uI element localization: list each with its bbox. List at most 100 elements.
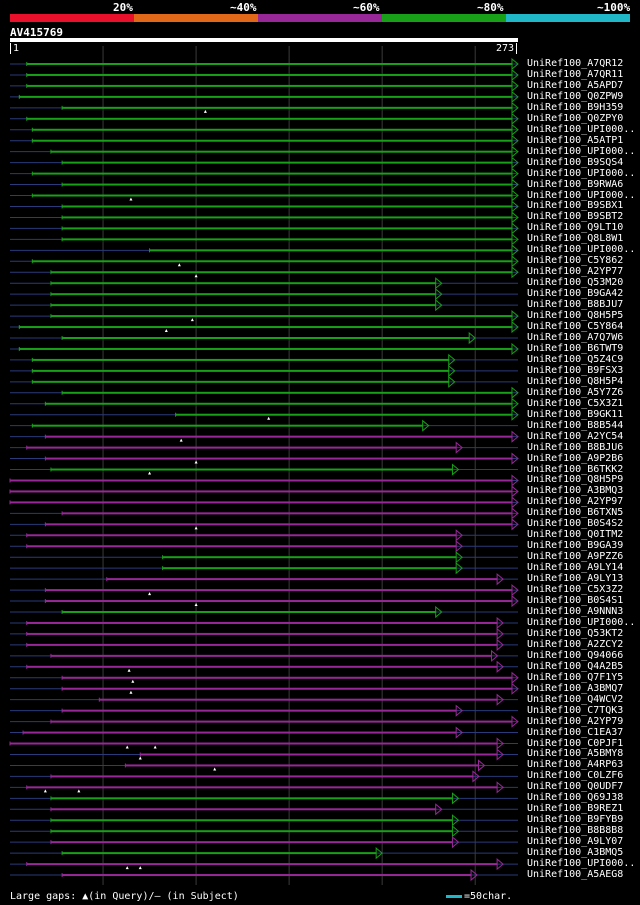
hit-name[interactable]: UniRef100_C5Y864	[527, 321, 624, 333]
hit-name[interactable]: UniRef100_C5X3Z1	[527, 397, 624, 409]
hit-name[interactable]: UniRef100_A3BMQ5	[527, 847, 624, 859]
hit-name[interactable]: UniRef100_A5APD7	[527, 79, 624, 91]
hit-bar	[62, 611, 436, 613]
hit-name[interactable]: UniRef100_A9LY13	[527, 573, 624, 585]
hit-name[interactable]: UniRef100_B9REZ1	[527, 803, 624, 815]
hit-name[interactable]: UniRef100_Q0UDF7	[527, 781, 624, 793]
hit-name[interactable]: UniRef100_UPI000..	[527, 167, 636, 179]
hit-name[interactable]: UniRef100_C1EA37	[527, 726, 624, 738]
hit-name[interactable]: UniRef100_Q8L8W1	[527, 233, 624, 245]
hit-name[interactable]: UniRef100_C0LZF6	[527, 770, 624, 782]
hit-name[interactable]: UniRef100_A2YP97	[527, 496, 624, 508]
hit-name[interactable]: UniRef100_B6TXN5	[527, 507, 624, 519]
hit-name[interactable]: UniRef100_B9H359	[527, 101, 624, 113]
hit-name[interactable]: UniRef100_B8BJU6	[527, 441, 624, 453]
hit-arrow	[511, 715, 519, 728]
hit-bar	[125, 764, 479, 767]
hit-name[interactable]: UniRef100_A9LY07	[527, 836, 624, 848]
hit-name[interactable]: UniRef100_UPI000..	[527, 145, 636, 157]
hit-name[interactable]: UniRef100_A2ZCY2	[527, 638, 624, 650]
hit-arrow	[496, 660, 504, 673]
hit-arrow	[455, 704, 463, 717]
hit-bar	[26, 621, 498, 624]
hit-arrow	[496, 693, 504, 706]
hit-name[interactable]: UniRef100_UPI000..	[527, 244, 636, 256]
hit-name[interactable]: UniRef100_A5Y7Z6	[527, 386, 624, 398]
hit-bar	[26, 643, 498, 646]
hit-name[interactable]: UniRef100_A2YC54	[527, 430, 624, 442]
hit-name[interactable]: UniRef100_B9SBT2	[527, 211, 624, 223]
hit-name[interactable]: UniRef100_A9P2B6	[527, 452, 624, 464]
hit-name[interactable]: UniRef100_UPI000..	[527, 123, 636, 135]
hit-arrow	[496, 748, 504, 761]
hit-name[interactable]: UniRef100_UPI000..	[527, 858, 636, 870]
hit-name[interactable]: UniRef100_Q9LT10	[527, 222, 624, 234]
hit-name[interactable]: UniRef100_A9PZZ6	[527, 551, 624, 563]
hit-name[interactable]: UniRef100_UPI000..	[527, 616, 636, 628]
hit-name[interactable]: UniRef100_C5X3Z2	[527, 584, 624, 596]
hit-bar	[62, 512, 512, 515]
hit-name[interactable]: UniRef100_A4RP63	[527, 759, 624, 771]
hit-name[interactable]: UniRef100_C0PJF1	[527, 737, 624, 749]
query-gap-marker	[131, 679, 135, 683]
hit-name[interactable]: UniRef100_A7QR12	[527, 58, 624, 69]
hit-name[interactable]: UniRef100_B9GK11	[527, 408, 624, 420]
hit-name[interactable]: UniRef100_A7QR11	[527, 68, 624, 80]
query-gap-marker	[138, 756, 142, 760]
hit-name[interactable]: UniRef100_B6TKK2	[527, 463, 624, 475]
hit-name[interactable]: UniRef100_Q0ZPW9	[527, 90, 624, 102]
hit-name[interactable]: UniRef100_B8B544	[527, 419, 624, 431]
hit-name[interactable]: UniRef100_Q69J38	[527, 792, 624, 804]
hit-name[interactable]: UniRef100_B9SQS4	[527, 156, 624, 168]
hit-name[interactable]: UniRef100_B8BJU7	[527, 299, 624, 311]
hit-name[interactable]: UniRef100_Q8H5P4	[527, 375, 624, 387]
hit-name[interactable]: UniRef100_B9GA39	[527, 540, 624, 552]
hit-arrow	[451, 792, 460, 805]
hit-name[interactable]: UniRef100_B0S4S2	[527, 518, 624, 530]
hit-name[interactable]: UniRef100_A9LY14	[527, 562, 624, 574]
hit-name[interactable]: UniRef100_B9GA42	[527, 288, 624, 300]
hit-name[interactable]: UniRef100_A2YP77	[527, 266, 624, 278]
hit-arrow	[511, 123, 519, 136]
hit-name[interactable]: UniRef100_B8B8B8	[527, 825, 624, 837]
hit-name[interactable]: UniRef100_A3BMQ3	[527, 485, 624, 497]
hit-name[interactable]: UniRef100_Q7F1Y5	[527, 671, 624, 683]
hit-bar	[19, 326, 513, 329]
hit-bar	[162, 556, 457, 559]
hit-name[interactable]: UniRef100_Q8H5P9	[527, 474, 624, 486]
hit-name[interactable]: UniRef100_Q53M20	[527, 277, 624, 289]
hit-bar	[140, 753, 498, 756]
hit-name[interactable]: UniRef100_C5Y862	[527, 255, 624, 267]
hit-name[interactable]: UniRef100_Q8H5P5	[527, 310, 624, 322]
hit-name[interactable]: UniRef100_Q53KT2	[527, 627, 624, 639]
hit-arrow	[496, 638, 504, 651]
hit-name[interactable]: UniRef100_B6TWT9	[527, 342, 624, 354]
hit-name[interactable]: UniRef100_UPI000..	[527, 189, 636, 201]
hit-arrow	[422, 419, 430, 432]
hit-arrow	[375, 847, 383, 860]
hit-name[interactable]: UniRef100_A5BMY8	[527, 748, 624, 760]
hit-name[interactable]: UniRef100_Q0ITM2	[527, 529, 624, 541]
hit-bar	[10, 490, 512, 493]
hit-arrow	[511, 79, 519, 92]
hit-name[interactable]: UniRef100_B9RWA6	[527, 178, 624, 190]
hit-name[interactable]: UniRef100_Q5Z4C9	[527, 353, 624, 365]
query-gap-marker	[125, 866, 129, 870]
hit-name[interactable]: UniRef100_A9NNN3	[527, 606, 624, 617]
hit-name[interactable]: UniRef100_Q4WCV2	[527, 693, 624, 705]
hit-name[interactable]: UniRef100_A7Q7W6	[527, 332, 624, 343]
hit-name[interactable]: UniRef100_B9FSX3	[527, 364, 624, 376]
hit-name[interactable]: UniRef100_Q4A2B5	[527, 660, 624, 672]
hit-name[interactable]: UniRef100_Q0ZPY0	[527, 112, 624, 124]
hit-name[interactable]: UniRef100_B9FYB9	[527, 814, 624, 826]
hit-name[interactable]: UniRef100_A5AEG8	[527, 869, 624, 881]
hit-name[interactable]: UniRef100_C7TQK3	[527, 704, 624, 716]
hit-name[interactable]: UniRef100_B9SBX1	[527, 200, 624, 212]
hit-name[interactable]: UniRef100_A3BMQ7	[527, 682, 624, 694]
hit-name[interactable]: UniRef100_Q94066	[527, 649, 624, 661]
hit-arrow	[511, 320, 519, 334]
hit-name[interactable]: UniRef100_B0S4S1	[527, 595, 624, 607]
hit-name[interactable]: UniRef100_A5ATP1	[527, 134, 624, 146]
hit-name[interactable]: UniRef100_A2YP79	[527, 715, 624, 727]
hit-bar	[62, 337, 470, 339]
